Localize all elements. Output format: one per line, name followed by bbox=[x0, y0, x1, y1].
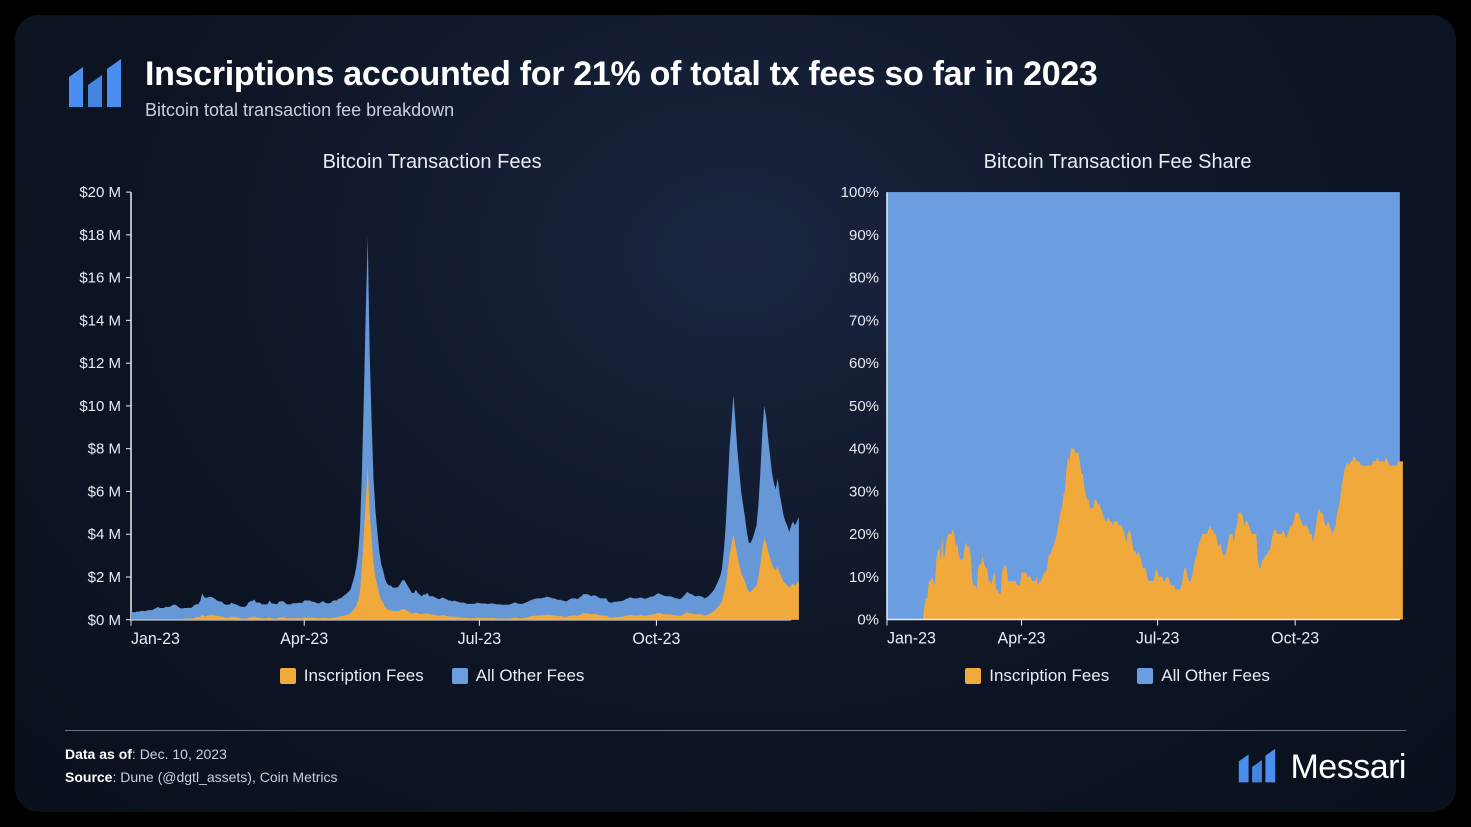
svg-text:90%: 90% bbox=[849, 227, 879, 244]
svg-text:Jul-23: Jul-23 bbox=[1136, 630, 1180, 648]
source-label: Source bbox=[65, 769, 112, 785]
chart-fees-panel: Bitcoin Transaction Fees $0 M $2 M $4 M $6 … bbox=[65, 151, 799, 681]
svg-text:70%: 70% bbox=[849, 312, 879, 329]
charts-row: Bitcoin Transaction Fees $0 M $2 M $4 M $6 … bbox=[65, 151, 1406, 681]
data-as-of-value: : Dec. 10, 2023 bbox=[132, 746, 227, 762]
meta-block: Data as of: Dec. 10, 2023 Source: Dune (… bbox=[65, 743, 338, 788]
footer: Data as of: Dec. 10, 2023 Source: Dune (… bbox=[65, 730, 1406, 788]
svg-text:Apr-23: Apr-23 bbox=[280, 630, 328, 648]
svg-text:Jan-23: Jan-23 bbox=[887, 630, 936, 648]
chart-share-title: Bitcoin Transaction Fee Share bbox=[984, 151, 1252, 174]
chart-fees-title: Bitcoin Transaction Fees bbox=[323, 151, 542, 174]
svg-text:Oct-23: Oct-23 bbox=[1271, 630, 1319, 648]
brand: Messari bbox=[1236, 746, 1406, 788]
legend-inscription: Inscription Fees bbox=[280, 666, 424, 686]
svg-text:$8 M: $8 M bbox=[88, 441, 121, 458]
page-title: Inscriptions accounted for 21% of total … bbox=[145, 55, 1406, 94]
svg-text:$6 M: $6 M bbox=[88, 483, 121, 500]
legend-inscription-label: Inscription Fees bbox=[304, 666, 424, 686]
svg-text:$2 M: $2 M bbox=[88, 569, 121, 586]
svg-text:$14 M: $14 M bbox=[79, 312, 121, 329]
swatch-other-2 bbox=[1137, 668, 1153, 684]
legend-inscription-label-2: Inscription Fees bbox=[989, 666, 1109, 686]
header: Inscriptions accounted for 21% of total … bbox=[65, 55, 1406, 121]
svg-text:$0 M: $0 M bbox=[88, 612, 121, 629]
legend-other: All Other Fees bbox=[452, 666, 585, 686]
svg-text:20%: 20% bbox=[849, 526, 879, 543]
svg-text:$20 M: $20 M bbox=[79, 184, 121, 201]
svg-text:$10 M: $10 M bbox=[79, 398, 121, 415]
legend-inscription-2: Inscription Fees bbox=[965, 666, 1109, 686]
page-subtitle: Bitcoin total transaction fee breakdown bbox=[145, 100, 1406, 121]
svg-text:80%: 80% bbox=[849, 270, 879, 287]
chart-card: Inscriptions accounted for 21% of total … bbox=[15, 15, 1456, 812]
chart-share-plot: 0% 10% 20% 30% 40% 50% 60% 70% 80% 90% 100% Jan-23 A… bbox=[829, 184, 1406, 654]
svg-text:$18 M: $18 M bbox=[79, 227, 121, 244]
chart-fees-legend: Inscription Fees All Other Fees bbox=[280, 666, 585, 686]
swatch-inscription bbox=[280, 668, 296, 684]
messari-logo-icon bbox=[65, 55, 125, 115]
messari-footer-icon bbox=[1236, 746, 1278, 788]
legend-other-label: All Other Fees bbox=[476, 666, 585, 686]
svg-text:Jan-23: Jan-23 bbox=[131, 630, 180, 648]
svg-text:$4 M: $4 M bbox=[88, 526, 121, 543]
swatch-other bbox=[452, 668, 468, 684]
legend-other-label-2: All Other Fees bbox=[1161, 666, 1270, 686]
brand-name: Messari bbox=[1290, 748, 1406, 787]
svg-text:$12 M: $12 M bbox=[79, 355, 121, 372]
swatch-inscription-2 bbox=[965, 668, 981, 684]
legend-other-2: All Other Fees bbox=[1137, 666, 1270, 686]
svg-text:10%: 10% bbox=[849, 569, 879, 586]
source-value: : Dune (@dgtl_assets), Coin Metrics bbox=[112, 769, 337, 785]
svg-text:40%: 40% bbox=[849, 441, 879, 458]
svg-text:100%: 100% bbox=[841, 184, 879, 201]
chart-share-panel: Bitcoin Transaction Fee Share 0% 10% 20% 30… bbox=[829, 151, 1406, 681]
svg-text:$16 M: $16 M bbox=[79, 270, 121, 287]
chart-share-legend: Inscription Fees All Other Fees bbox=[965, 666, 1270, 686]
svg-text:50%: 50% bbox=[849, 398, 879, 415]
data-as-of-label: Data as of bbox=[65, 746, 132, 762]
svg-text:60%: 60% bbox=[849, 355, 879, 372]
svg-text:0%: 0% bbox=[857, 611, 879, 628]
svg-text:Jul-23: Jul-23 bbox=[458, 630, 502, 648]
svg-text:Oct-23: Oct-23 bbox=[632, 630, 680, 648]
svg-text:30%: 30% bbox=[849, 483, 879, 500]
chart-fees-plot: $0 M $2 M $4 M $6 M $8 M $10 M $12 M $14 M $16 M… bbox=[65, 184, 799, 654]
svg-text:Apr-23: Apr-23 bbox=[998, 630, 1046, 648]
